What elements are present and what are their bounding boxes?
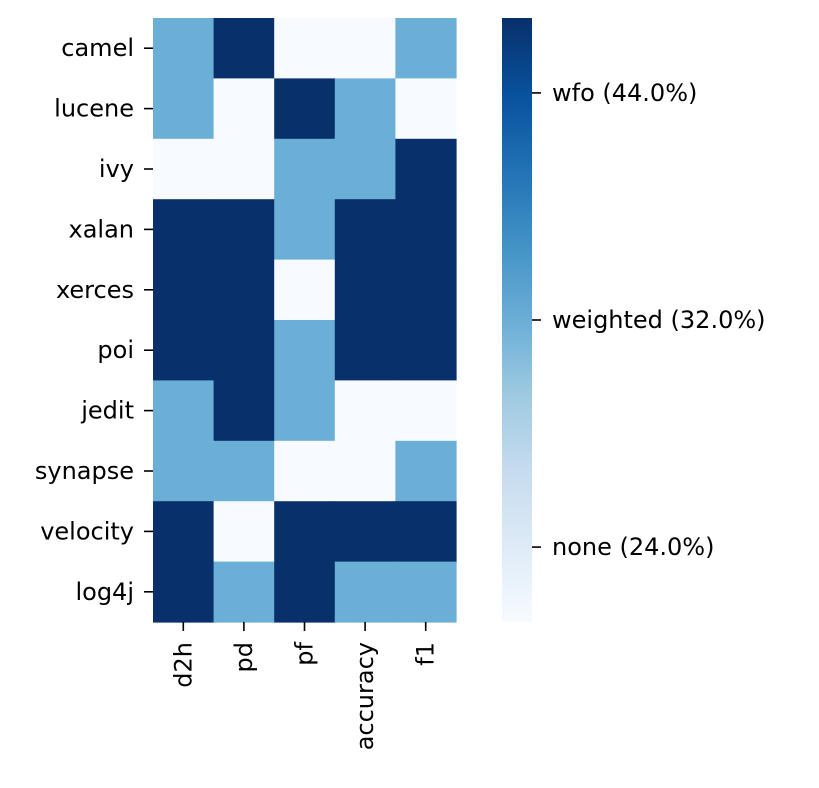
heatmap-cell-camel-f1 (395, 18, 457, 79)
heatmap-cell-synapse-accuracy (334, 440, 396, 502)
heatmap-cell-lucene-f1 (395, 78, 457, 140)
y-axis: camel lucene ivy xalan xerces poi jedit synapse… (35, 34, 153, 606)
heatmap-cell-camel-accuracy (334, 18, 396, 79)
heatmap-cell-xalan-d2h (153, 199, 215, 261)
heatmap-cell-xalan-accuracy (334, 199, 396, 261)
heatmap-cell-xerces-d2h (153, 259, 215, 321)
heatmap-cell-ivy-pf (274, 138, 336, 200)
heatmap-cell-log4j-f1 (395, 561, 457, 623)
heatmap-cell-jedit-d2h (153, 380, 215, 442)
x-tick-label-f1: f1 (412, 642, 440, 666)
x-tick-label-pd: pd (230, 642, 258, 672)
y-tick-label-camel: camel (61, 34, 134, 62)
heatmap-cell-lucene-pd (213, 78, 275, 140)
colorbar: none (24.0%) weighted (32.0%) wfo (44.0%) (502, 18, 766, 622)
heatmap-cell-poi-f1 (395, 320, 457, 381)
colorbar-label-2: wfo (44.0%) (552, 79, 697, 107)
y-tick-label-synapse: synapse (35, 457, 134, 485)
y-tick-label-velocity: velocity (40, 517, 134, 545)
x-axis: d2h pd pf accuracy f1 (169, 622, 440, 750)
heatmap-cell-synapse-pf (274, 440, 336, 502)
heatmap-cell-ivy-accuracy (334, 138, 396, 200)
heatmap-cell-velocity-d2h (153, 501, 215, 563)
heatmap-cell-jedit-accuracy (334, 380, 396, 442)
heatmap-cell-lucene-pf (274, 78, 336, 140)
heatmap-cell-jedit-pd (213, 380, 275, 442)
heatmap-cell-velocity-f1 (395, 501, 457, 563)
heatmap-cell-ivy-d2h (153, 138, 215, 200)
heatmap-cell-jedit-pf (274, 380, 336, 442)
heatmap-cell-xerces-pd (213, 259, 275, 321)
heatmap-cell-log4j-pd (213, 561, 275, 623)
y-tick-label-ivy: ivy (99, 155, 134, 183)
heatmap-cell-log4j-pf (274, 561, 336, 623)
heatmap-cell-poi-accuracy (334, 320, 396, 381)
heatmap-cell-log4j-d2h (153, 561, 215, 623)
heatmap-cell-poi-d2h (153, 320, 215, 381)
y-tick-label-xalan: xalan (69, 215, 135, 243)
heatmap-cell-camel-pf (274, 18, 336, 79)
heatmap-cell-camel-d2h (153, 18, 215, 79)
heatmap-cells (153, 18, 457, 623)
heatmap-cell-poi-pf (274, 320, 336, 381)
y-tick-label-log4j: log4j (75, 578, 134, 606)
heatmap-cell-velocity-pf (274, 501, 336, 563)
heatmap-cell-xerces-accuracy (334, 259, 396, 321)
heatmap-cell-poi-pd (213, 320, 275, 381)
heatmap-cell-xalan-pd (213, 199, 275, 261)
heatmap-cell-xerces-pf (274, 259, 336, 321)
y-tick-label-lucene: lucene (54, 95, 134, 123)
heatmap-cell-xalan-f1 (395, 199, 457, 261)
heatmap-cell-synapse-pd (213, 440, 275, 502)
x-tick-label-d2h: d2h (169, 642, 197, 688)
y-tick-label-xerces: xerces (56, 276, 134, 304)
heatmap-cell-lucene-accuracy (334, 78, 396, 140)
colorbar-label-0: none (24.0%) (552, 533, 714, 561)
colorbar-label-1: weighted (32.0%) (552, 306, 766, 334)
heatmap-cell-camel-pd (213, 18, 275, 79)
y-tick-label-jedit: jedit (80, 397, 134, 425)
heatmap-cell-xalan-pf (274, 199, 336, 261)
heatmap-cell-ivy-f1 (395, 138, 457, 200)
heatmap-cell-velocity-accuracy (334, 501, 396, 563)
colorbar-gradient (502, 18, 532, 622)
x-tick-label-pf: pf (291, 641, 319, 665)
heatmap-cell-synapse-f1 (395, 440, 457, 502)
heatmap-cell-lucene-d2h (153, 78, 215, 140)
heatmap-cell-velocity-pd (213, 501, 275, 563)
heatmap-cell-jedit-f1 (395, 380, 457, 442)
heatmap-cell-xerces-f1 (395, 259, 457, 321)
heatmap-cell-log4j-accuracy (334, 561, 396, 623)
x-tick-label-accuracy: accuracy (351, 642, 379, 750)
heatmap-cell-synapse-d2h (153, 440, 215, 502)
y-tick-label-poi: poi (97, 336, 134, 364)
heatmap-cell-ivy-pd (213, 138, 275, 200)
